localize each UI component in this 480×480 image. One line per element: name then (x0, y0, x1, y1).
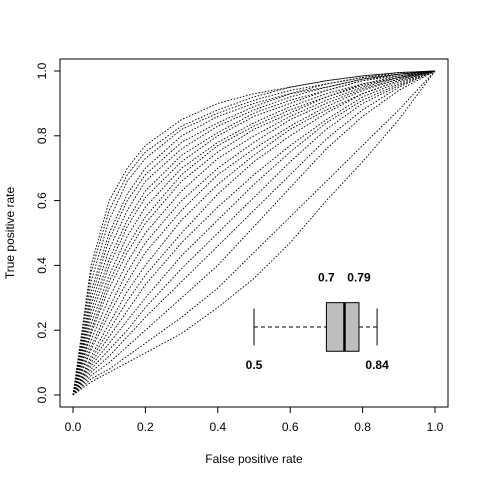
roc-curve-2 (72, 70, 436, 396)
roc-curve-9 (72, 70, 436, 396)
roc-curve-18 (72, 70, 436, 396)
roc-curve-7 (72, 70, 436, 396)
roc-curve-12 (72, 70, 436, 396)
roc-curve-8 (72, 70, 436, 396)
annotation-2: 0.79 (347, 271, 371, 285)
y-tick-label: 0.4 (35, 257, 49, 274)
auc-boxplot (253, 302, 378, 352)
annotation-3: 0.5 (246, 358, 263, 372)
y-tick-label: 0.2 (35, 322, 49, 339)
x-axis-label: False positive rate (205, 452, 303, 466)
roc-curve-5 (72, 70, 436, 396)
roc-curve-22 (72, 70, 436, 396)
roc-curve-23 (72, 70, 436, 396)
roc-curve-10 (72, 70, 436, 396)
roc-curve-6 (72, 70, 436, 396)
roc-curves (72, 70, 436, 396)
roc-curve-20 (72, 70, 436, 396)
y-axis-label: True positive rate (3, 187, 17, 280)
roc-curve-13 (72, 70, 436, 396)
box-iqr (325, 302, 360, 352)
annotation-4: 0.84 (365, 358, 389, 372)
y-tick-label: 0.6 (35, 192, 49, 209)
x-tick-label: 1.0 (427, 420, 444, 434)
x-tick-label: 0.8 (354, 420, 371, 434)
roc-curve-21 (72, 70, 436, 396)
roc-curve-11 (72, 70, 436, 396)
annotations: 0.7 0.79 0.5 0.84 (246, 271, 389, 372)
x-tick-label: 0.4 (209, 420, 226, 434)
roc-curve-19 (72, 70, 436, 396)
y-axis: 0.0 0.2 0.4 0.6 0.8 1.0 (35, 62, 61, 403)
roc-curve-14 (72, 70, 436, 396)
roc-curve-17 (72, 70, 436, 396)
x-tick-label: 0.2 (137, 420, 154, 434)
roc-curve-4 (72, 70, 436, 396)
x-tick-label: 0.0 (65, 420, 82, 434)
x-axis: 0.0 0.2 0.4 0.6 0.8 1.0 (65, 406, 444, 434)
y-tick-label: 0.0 (35, 386, 49, 403)
x-tick-label: 0.6 (282, 420, 299, 434)
y-tick-label: 1.0 (35, 62, 49, 79)
annotation-1: 0.7 (318, 271, 335, 285)
roc-curve-16 (72, 70, 436, 396)
y-tick-label: 0.8 (35, 127, 49, 144)
